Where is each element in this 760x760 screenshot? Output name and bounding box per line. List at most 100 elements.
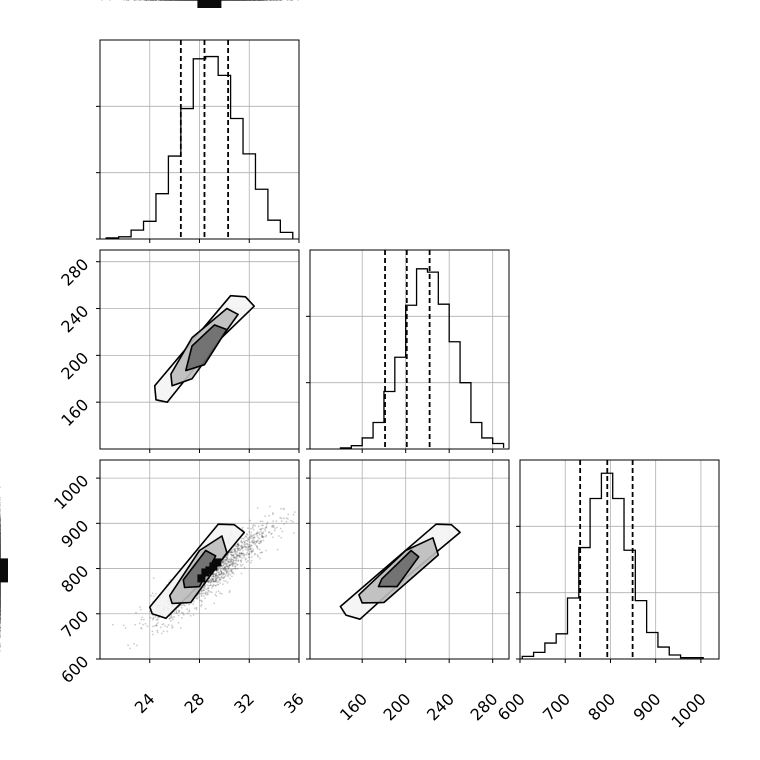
scatter-point	[238, 552, 241, 555]
scatter-point	[228, 0, 231, 1]
scatter-point	[261, 527, 264, 530]
scatter-point	[177, 0, 180, 1]
scatter-point	[0, 551, 1, 554]
scatter-point	[234, 0, 237, 1]
scatter-point	[0, 548, 1, 551]
scatter-panel-p1-p2	[96, 0, 300, 453]
scatter-point	[195, 0, 197, 1]
scatter-point	[185, 0, 188, 1]
scatter-point	[166, 0, 169, 1]
scatter-point	[0, 596, 1, 599]
scatter-point	[263, 0, 265, 1]
x-tick-label-p3: 600	[494, 689, 529, 724]
scatter-point	[176, 0, 178, 1]
scatter-point	[209, 591, 212, 593]
scatter-point	[175, 0, 177, 1]
scatter-point	[226, 558, 229, 560]
scatter-point	[168, 0, 171, 1]
scatter-point	[215, 577, 218, 580]
scatter-point	[233, 0, 236, 1]
scatter-point	[280, 0, 282, 1]
scatter-point	[164, 0, 167, 1]
scatter-point	[250, 535, 253, 537]
scatter-point	[0, 556, 1, 558]
scatter-point	[159, 0, 162, 1]
scatter-point	[235, 0, 238, 1]
scatter-point	[241, 0, 244, 1]
scatter-point	[222, 0, 225, 1]
scatter-point	[270, 0, 272, 1]
scatter-point	[224, 0, 226, 1]
scatter-point	[231, 562, 234, 564]
scatter-point	[0, 626, 1, 629]
scatter-point	[264, 535, 267, 538]
scatter-point	[250, 0, 252, 1]
scatter-point	[229, 564, 232, 566]
scatter-point	[230, 570, 233, 573]
scatter-point	[250, 559, 253, 562]
scatter-point	[193, 0, 196, 1]
scatter-point	[226, 0, 229, 1]
scatter-point	[0, 583, 1, 586]
scatter-point	[159, 0, 162, 1]
scatter-point	[237, 560, 240, 562]
scatter-point	[176, 0, 179, 1]
scatter-point	[161, 632, 163, 635]
scatter-point	[237, 0, 239, 1]
scatter-point	[227, 567, 230, 569]
scatter-point	[240, 0, 242, 1]
scatter-point	[188, 0, 191, 1]
scatter-point	[144, 0, 147, 1]
scatter-point	[225, 571, 228, 573]
scatter-point	[249, 548, 252, 550]
scatter-point	[220, 571, 223, 574]
scatter-point	[221, 0, 224, 1]
scatter-point	[154, 625, 156, 627]
scatter-point	[193, 0, 195, 1]
scatter-point	[225, 0, 228, 1]
scatter-point	[268, 0, 271, 1]
scatter-point	[220, 573, 222, 575]
scatter-point	[229, 561, 232, 564]
scatter-point	[246, 0, 248, 1]
scatter-point	[145, 0, 148, 1]
scatter-point	[149, 0, 152, 1]
scatter-point	[0, 544, 1, 547]
scatter-point	[231, 561, 234, 564]
scatter-point	[226, 0, 228, 1]
scatter-point	[259, 0, 262, 1]
scatter-point	[233, 0, 236, 1]
scatter-point	[243, 0, 246, 1]
scatter-point	[257, 0, 260, 1]
scatter-point	[183, 0, 185, 1]
scatter-point	[0, 585, 1, 588]
scatter-point	[176, 0, 178, 1]
scatter-point	[0, 593, 1, 596]
scatter-point	[233, 0, 235, 1]
scatter-point	[215, 575, 218, 577]
scatter-point	[0, 607, 1, 610]
scatter-point	[0, 589, 1, 592]
scatter-point	[239, 0, 241, 1]
scatter-point	[207, 581, 210, 583]
scatter-point	[235, 0, 238, 1]
scatter-point	[0, 609, 1, 612]
scatter-point	[182, 613, 185, 616]
scatter-point	[223, 0, 225, 1]
scatter-point	[280, 0, 282, 1]
scatter-point	[240, 544, 243, 547]
scatter-point	[253, 0, 255, 1]
scatter-point	[163, 0, 166, 1]
scatter-point	[186, 0, 189, 1]
scatter-point	[231, 572, 234, 574]
scatter-point	[195, 0, 198, 1]
scatter-point	[189, 0, 192, 1]
scatter-point	[232, 0, 235, 1]
scatter-point	[0, 609, 1, 612]
scatter-point	[0, 555, 1, 558]
scatter-point	[0, 515, 1, 518]
scatter-point	[182, 0, 185, 1]
scatter-point	[283, 517, 285, 520]
scatter-point	[163, 0, 165, 1]
scatter-point	[250, 550, 253, 552]
